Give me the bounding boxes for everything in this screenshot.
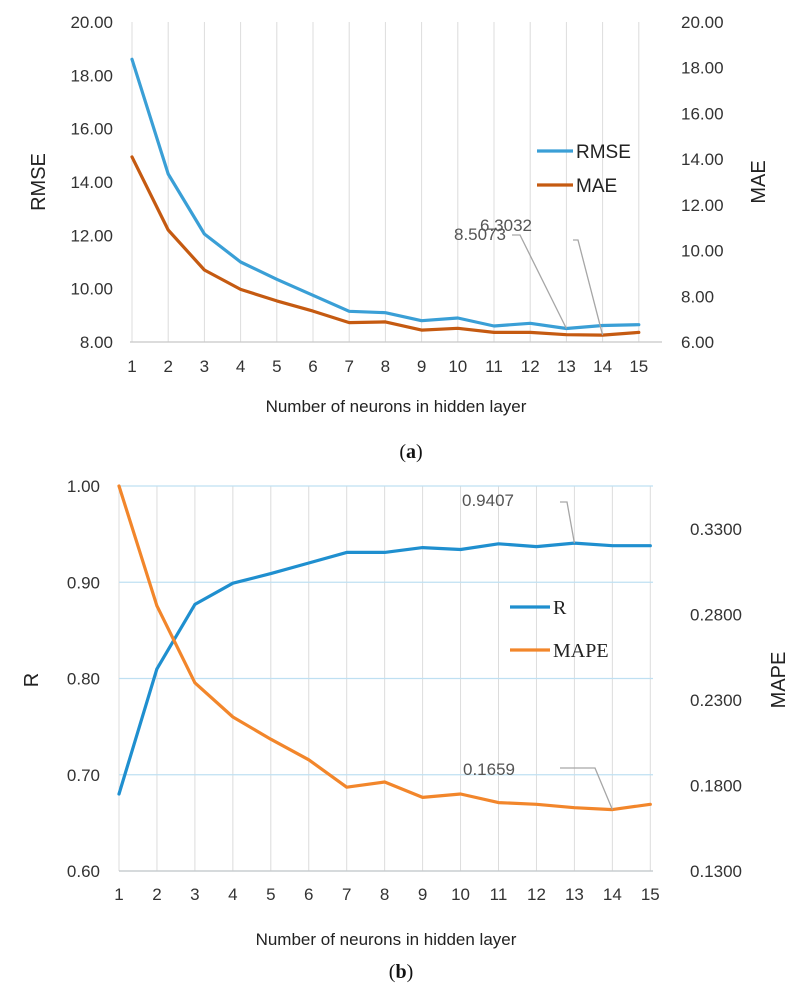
y-left-tick-label: 14.00 <box>70 173 113 192</box>
chart-a: 8.0010.0012.0014.0016.0018.0020.006.008.… <box>28 13 770 463</box>
y-right-axis-title: MAE <box>748 160 770 203</box>
x-tick-label: 6 <box>308 357 317 376</box>
x-tick-label: 10 <box>451 885 470 904</box>
x-tick-label: 7 <box>344 357 353 376</box>
caption-paren-close: ) <box>407 961 414 983</box>
data-label: 0.1659 <box>463 760 515 779</box>
x-tick-label: 5 <box>266 885 275 904</box>
x-tick-label: 8 <box>381 357 390 376</box>
x-tick-label: 14 <box>593 357 612 376</box>
x-tick-label: 3 <box>190 885 199 904</box>
callout-leader-line <box>560 501 576 544</box>
y-right-tick-label: 0.3300 <box>690 520 742 539</box>
chart-b: 0.60 0.70 0.80 0.90 1.00 0.1300 0.1800 0.2300 0.… <box>21 477 790 983</box>
y-left-tick-label: 18.00 <box>70 66 113 85</box>
panel-letter: b <box>395 961 406 983</box>
x-tick-label: 7 <box>342 885 351 904</box>
y-left-axis-title: R <box>21 673 43 687</box>
y-left-tick-label: 0.80 <box>67 670 100 689</box>
x-tick-label: 1 <box>114 885 123 904</box>
legend-label-r: R <box>553 597 567 619</box>
x-tick-label: 5 <box>272 357 281 376</box>
x-tick-label: 1 <box>127 357 136 376</box>
x-tick-label: 3 <box>200 357 209 376</box>
legend: R MAPE <box>510 597 609 662</box>
x-tick-label: 9 <box>418 885 427 904</box>
data-label: 0.9407 <box>462 491 514 510</box>
caption-paren-open: ( <box>399 441 406 463</box>
legend: RMSE MAE <box>537 142 631 197</box>
callout-leader-line <box>573 239 604 336</box>
y-right-tick-label: 10.00 <box>681 242 724 261</box>
y-right-tick-label: 16.00 <box>681 104 724 123</box>
data-label: 6.3032 <box>480 216 532 235</box>
y-right-tick-label: 0.1300 <box>690 862 742 881</box>
caption-paren-close: ) <box>416 441 423 463</box>
y-right-tick-label: 14.00 <box>681 150 724 169</box>
y-left-tick-label: 8.00 <box>80 333 113 352</box>
x-tick-label: 14 <box>603 885 622 904</box>
y-left-tick-label: 1.00 <box>67 477 100 496</box>
data-label: 8.5073 <box>454 225 506 244</box>
x-tick-label: 11 <box>490 885 508 904</box>
y-right-tick-label: 20.00 <box>681 13 724 32</box>
y-left-tick-label: 10.00 <box>70 280 113 299</box>
y-right-tick-label: 0.2300 <box>690 691 742 710</box>
y-right-tick-label: 18.00 <box>681 59 724 78</box>
x-tick-label: 8 <box>380 885 389 904</box>
x-tick-label: 15 <box>641 885 660 904</box>
x-tick-label: 9 <box>417 357 426 376</box>
callout-leader-line <box>512 234 567 329</box>
x-axis-title: Number of neurons in hidden layer <box>266 397 527 416</box>
x-tick-label: 6 <box>304 885 313 904</box>
caption-paren-open: ( <box>389 961 396 983</box>
y-left-tick-label: 0.60 <box>67 862 100 881</box>
x-tick-label: 10 <box>448 357 467 376</box>
x-tick-label: 4 <box>228 885 237 904</box>
y-right-tick-label: 0.1800 <box>690 776 742 795</box>
y-left-tick-label: 20.00 <box>70 13 113 32</box>
y-right-tick-label: 6.00 <box>681 333 714 352</box>
y-left-tick-label: 0.90 <box>67 573 100 592</box>
x-tick-label: 13 <box>557 357 576 376</box>
x-tick-label: 13 <box>565 885 584 904</box>
x-tick-label: 15 <box>629 357 648 376</box>
callout-leader-line <box>560 767 613 810</box>
series-line-mae <box>130 155 641 337</box>
panel-caption: (a) <box>399 441 422 463</box>
y-left-tick-label: 12.00 <box>70 226 113 245</box>
series-line-rmse <box>130 57 641 331</box>
y-right-tick-label: 8.00 <box>681 287 714 306</box>
x-tick-label: 2 <box>163 357 172 376</box>
series-line-mape <box>117 484 652 812</box>
series-line-r <box>117 541 652 796</box>
x-tick-label: 12 <box>521 357 540 376</box>
legend-label-rmse: RMSE <box>576 142 631 163</box>
x-tick-label: 11 <box>485 357 503 376</box>
y-left-tick-label: 0.70 <box>67 766 100 785</box>
x-axis-title: Number of neurons in hidden layer <box>256 930 517 949</box>
y-left-tick-label: 16.00 <box>70 120 113 139</box>
panel-caption: (b) <box>389 961 413 983</box>
legend-label-mae: MAE <box>576 176 617 197</box>
y-right-axis-title: MAPE <box>768 652 790 709</box>
x-tick-label: 2 <box>152 885 161 904</box>
legend-label-mape: MAPE <box>553 640 609 662</box>
y-left-axis-title: RMSE <box>28 153 50 211</box>
x-tick-label: 12 <box>527 885 546 904</box>
panel-letter: a <box>406 441 416 463</box>
y-right-tick-label: 0.2800 <box>690 605 742 624</box>
x-tick-label: 4 <box>236 357 245 376</box>
y-right-tick-label: 12.00 <box>681 196 724 215</box>
